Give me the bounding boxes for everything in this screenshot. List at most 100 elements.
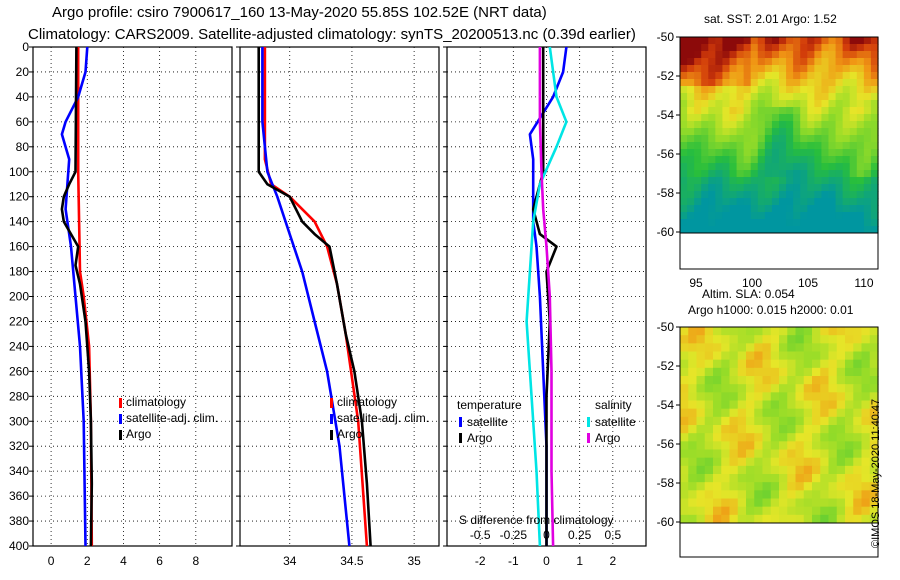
sst-cell — [779, 177, 787, 185]
sla-cell — [680, 441, 689, 451]
sla-cell — [737, 351, 747, 361]
sst-cell — [708, 121, 716, 129]
sla-cell — [853, 465, 863, 475]
sst-cell — [842, 212, 851, 220]
y-tick-label: 140 — [9, 215, 29, 229]
sla-cell — [770, 416, 780, 426]
sst-cell — [750, 198, 759, 206]
sst-cell — [708, 44, 716, 52]
sst-cell — [863, 37, 872, 45]
sst-cell — [828, 184, 837, 192]
sla-cell — [812, 327, 821, 336]
sst-cell — [687, 86, 695, 94]
sst-cell — [757, 198, 766, 206]
s-difference-tick: -0.5 — [470, 528, 491, 542]
sla-cell — [770, 327, 780, 336]
sla-cell — [713, 506, 722, 516]
sst-cell — [722, 58, 731, 66]
sst-cell — [750, 177, 759, 185]
sla-cell — [737, 474, 747, 483]
sst-cell — [786, 86, 794, 94]
sla-map-title-line1: Altim. SLA: 0.054 — [702, 287, 795, 301]
sla-cell — [713, 327, 722, 336]
sla-cell — [704, 367, 714, 377]
legend-label: climatology — [337, 395, 397, 409]
sst-cell — [849, 44, 858, 52]
sst-cell — [870, 37, 879, 45]
sla-cell — [704, 514, 714, 524]
sst-cell — [764, 226, 773, 234]
sla-cell — [787, 498, 797, 508]
sla-cell — [869, 351, 879, 361]
sst-cell — [722, 170, 731, 178]
sla-cell — [721, 392, 731, 402]
sla-cell — [845, 392, 854, 402]
sst-cell — [849, 212, 858, 220]
sst-cell — [729, 226, 738, 234]
sla-cell — [853, 351, 863, 361]
sst-cell — [870, 177, 879, 185]
sst-cell — [708, 72, 716, 80]
sla-cell — [696, 400, 706, 410]
sla-cell — [820, 351, 830, 361]
sla-cell — [828, 498, 838, 508]
sst-cell — [856, 156, 865, 164]
sst-cell — [863, 79, 872, 87]
sla-cell — [795, 441, 805, 451]
y-tick-label: 180 — [9, 265, 29, 279]
sst-cell — [715, 184, 724, 192]
sla-cell — [836, 376, 846, 385]
sst-cell — [680, 226, 688, 234]
sla-cell — [845, 376, 854, 385]
sla-cell — [704, 449, 714, 459]
sst-cell — [870, 142, 879, 150]
sst-cell — [757, 156, 766, 164]
sla-cell — [721, 465, 731, 475]
sst-cell — [793, 79, 801, 87]
series-line-satellite-adj-clim- — [60, 46, 89, 547]
sla-cell — [853, 457, 863, 467]
sst-cell — [722, 219, 731, 227]
sla-cell — [845, 474, 854, 483]
sst-cell — [828, 135, 837, 143]
difference-panel: -2 -1 0 1 2 temperature salinity satellite Argo s… — [443, 46, 647, 568]
sla-cell — [803, 392, 813, 402]
sla-cell — [795, 457, 805, 467]
sla-cell — [729, 433, 739, 442]
sst-cell — [849, 65, 858, 73]
sst-cell — [757, 86, 766, 94]
sst-cell — [757, 114, 766, 122]
sla-cell — [729, 367, 739, 377]
sla-cell — [795, 514, 805, 524]
sla-cell — [696, 425, 706, 434]
sst-cell — [701, 177, 709, 185]
sst-cell — [743, 212, 752, 220]
sst-cell — [807, 37, 815, 45]
sla-cell — [770, 449, 780, 459]
sst-cell — [863, 177, 872, 185]
sst-cell — [715, 107, 724, 115]
sla-cell — [779, 376, 788, 385]
sla-cell — [770, 482, 780, 491]
sla-cell — [820, 384, 830, 393]
sla-cell — [688, 498, 698, 508]
sla-cell — [704, 359, 714, 369]
sst-cell — [849, 72, 858, 80]
sla-cell — [729, 335, 739, 344]
sla-cell — [828, 351, 838, 361]
sst-cell — [786, 142, 794, 150]
sst-cell — [757, 37, 766, 45]
sla-cell — [803, 400, 813, 410]
sla-cell — [779, 384, 788, 393]
sst-cell — [870, 44, 879, 52]
sst-cell — [701, 37, 709, 45]
sla-cell — [688, 490, 698, 500]
sla-cell — [762, 514, 772, 524]
sst-cell — [750, 226, 759, 234]
sst-cell — [849, 163, 858, 171]
sst-cell — [807, 121, 815, 129]
sst-cell — [771, 135, 780, 143]
legend-label: satellite — [595, 415, 636, 429]
sla-cell — [696, 359, 706, 369]
sla-cell — [779, 400, 788, 410]
